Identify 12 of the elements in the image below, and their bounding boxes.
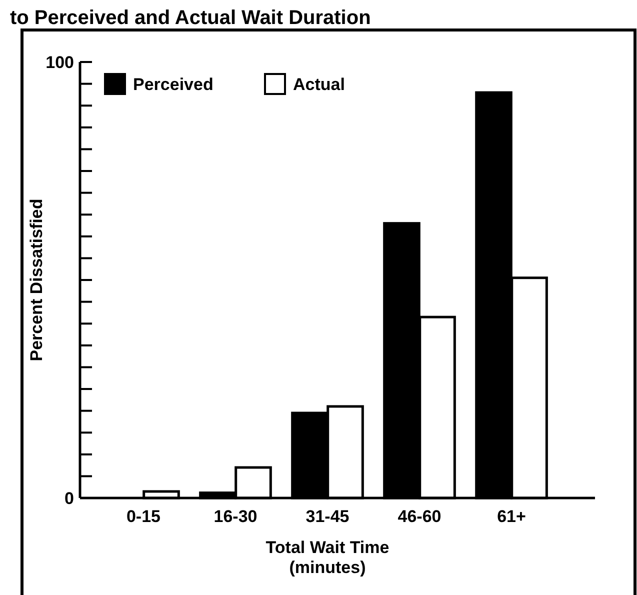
y-tick-label: 100 (46, 52, 74, 72)
x-tick-label: 0-15 (126, 507, 160, 526)
x-tick-label: 46-60 (398, 507, 442, 526)
legend-label: Actual (293, 74, 345, 94)
x-axis-title: Total Wait Time (minutes) (266, 538, 390, 577)
legend-label: Perceived (133, 74, 214, 94)
x-tick-label: 16-30 (214, 507, 258, 526)
chart-title: to Perceived and Actual Wait Duration (10, 7, 371, 29)
x-tick-label: 61+ (497, 507, 526, 526)
y-tick-label: 0 (64, 488, 74, 508)
x-tick-label: 31-45 (306, 507, 350, 526)
y-axis-title: Percent Dissatisfied (27, 198, 46, 362)
